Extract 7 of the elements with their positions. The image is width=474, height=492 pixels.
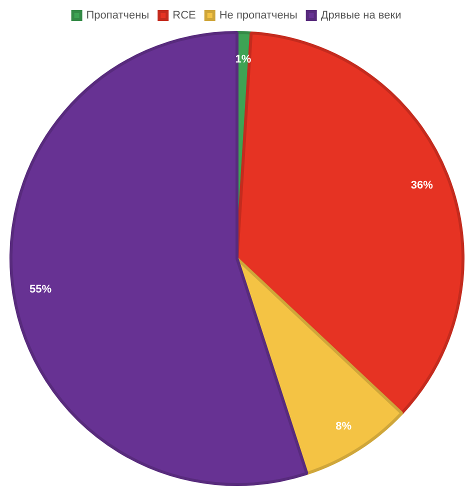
data-label: 36%	[410, 179, 434, 192]
data-label: 8%	[336, 420, 352, 432]
legend-label: Пропатчены	[86, 10, 150, 22]
legend-label: Дрявые на веки	[320, 10, 402, 22]
legend-label: RCE	[172, 10, 196, 22]
data-label: 55%	[30, 284, 52, 296]
legend-label: Не пропатчены	[219, 10, 298, 22]
